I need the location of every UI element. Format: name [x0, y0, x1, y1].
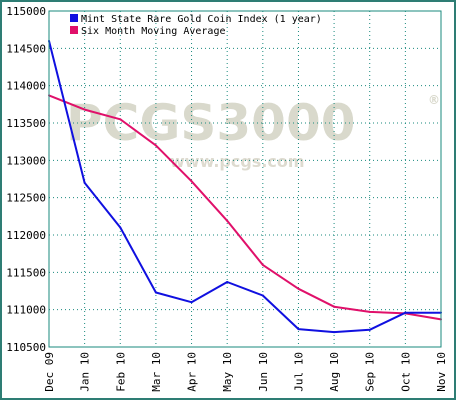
data-point [368, 328, 371, 331]
data-point [333, 331, 336, 334]
series-line-1 [48, 40, 441, 334]
grid [48, 10, 442, 348]
data-point [83, 108, 86, 111]
x-tick-label: Apr 10 [186, 352, 199, 392]
data-point [297, 328, 300, 331]
data-point [226, 219, 229, 222]
x-tick-label: Jul 10 [292, 352, 305, 392]
y-tick-label: 113000 [6, 154, 46, 167]
data-point [297, 287, 300, 290]
y-tick-label: 110500 [6, 341, 46, 354]
data-point [154, 144, 157, 147]
y-axis-ticks: 115000 114500 114000 113500 113000 112500 1120… [6, 5, 46, 354]
data-point [261, 263, 264, 266]
data-point [119, 226, 122, 229]
x-tick-label: Aug 10 [328, 352, 341, 392]
plot-area-border [48, 10, 442, 348]
watermark-reg-mark: ® [428, 93, 440, 107]
y-tick-label: 111500 [6, 266, 46, 279]
data-point [190, 301, 193, 304]
y-tick-label: 113500 [6, 117, 46, 130]
y-tick-label: 112500 [6, 192, 46, 205]
x-tick-label: May 10 [221, 352, 234, 392]
data-point [119, 118, 122, 121]
data-point [83, 181, 86, 184]
series-line-2 [48, 94, 442, 321]
watermark-brand: PCGS3000 [66, 94, 356, 152]
x-axis-ticks: Dec 09 Jan 10 Feb 10 Mar 10 Apr 10 May 10 Jun … [43, 352, 448, 392]
x-tick-label: Dec 09 [43, 352, 56, 392]
y-tick-label: 115000 [6, 5, 46, 18]
x-tick-label: Oct 10 [399, 352, 412, 392]
legend-swatch [70, 14, 78, 22]
data-point [368, 310, 371, 313]
series-lines [48, 39, 442, 334]
x-tick-label: Jun 10 [257, 352, 270, 392]
x-tick-label: Mar 10 [150, 352, 163, 392]
data-point [333, 305, 336, 308]
x-tick-label: Nov 10 [435, 352, 448, 392]
watermark: PCGS3000 ® www.pcgs.com [66, 93, 440, 171]
y-tick-label: 111000 [6, 304, 46, 317]
watermark-url: www.pcgs.com [170, 152, 305, 171]
x-tick-label: Sep 10 [364, 352, 377, 392]
data-point [154, 291, 157, 294]
data-point [226, 281, 229, 284]
legend-label: Six Month Moving Average [81, 26, 226, 37]
x-tick-label: Jan 10 [79, 352, 92, 392]
data-point [261, 294, 264, 297]
legend-swatch [70, 26, 78, 34]
y-tick-label: 114000 [6, 80, 46, 93]
legend: Mint State Rare Gold Coin Index (1 year)… [70, 14, 322, 37]
x-tick-label: Feb 10 [114, 352, 127, 392]
y-tick-label: 114500 [6, 42, 46, 55]
data-point [190, 180, 193, 183]
legend-label: Mint State Rare Gold Coin Index (1 year) [81, 14, 322, 25]
data-point [404, 311, 407, 314]
y-tick-label: 112000 [6, 229, 46, 242]
